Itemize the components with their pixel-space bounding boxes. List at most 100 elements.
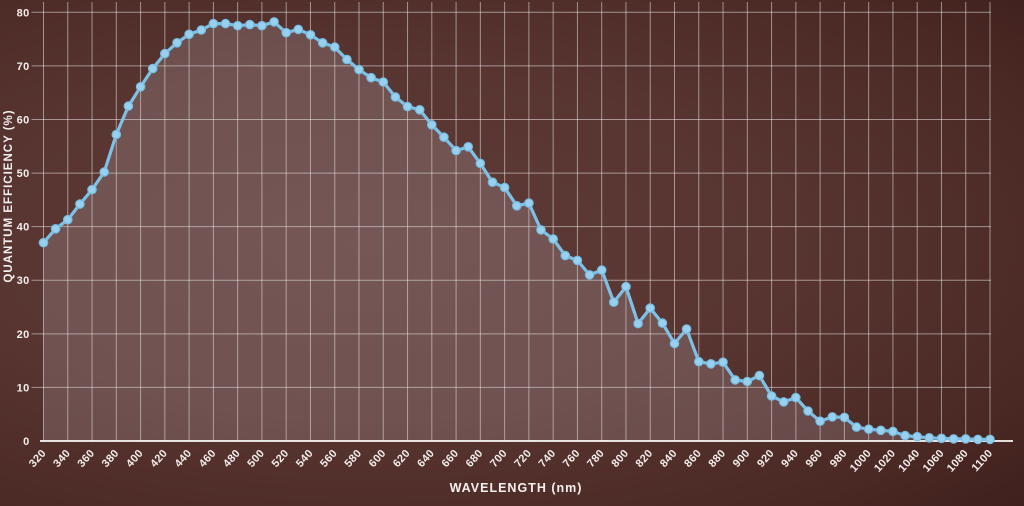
data-point <box>778 397 789 407</box>
x-tick-label: 720 <box>512 447 534 469</box>
data-point <box>718 357 728 367</box>
y-tick-label: 50 <box>17 168 30 180</box>
data-point <box>63 214 73 225</box>
x-tick-label: 780 <box>585 447 607 469</box>
data-point <box>960 434 971 444</box>
data-point <box>111 129 122 140</box>
x-tick-label: 400 <box>124 447 146 469</box>
x-tick-label: 440 <box>173 447 195 469</box>
x-tick-label: 1000 <box>848 447 874 474</box>
x-tick-label: 1020 <box>872 447 898 474</box>
data-point <box>584 270 595 280</box>
data-point <box>560 250 571 261</box>
data-point <box>924 432 935 443</box>
y-tick-label: 60 <box>17 114 30 126</box>
x-tick-label: 860 <box>682 447 704 469</box>
data-point <box>196 25 207 35</box>
x-tick-label: 820 <box>634 447 656 469</box>
x-tick-label: 980 <box>828 447 850 469</box>
data-point <box>572 255 583 266</box>
data-point <box>147 63 158 74</box>
x-tick-label: 1100 <box>970 447 996 474</box>
data-point <box>888 426 898 437</box>
data-point <box>160 48 170 59</box>
data-point <box>645 303 655 313</box>
x-tick-label: 380 <box>100 447 122 469</box>
data-point <box>390 92 401 102</box>
data-point <box>839 412 850 423</box>
data-point <box>378 77 389 87</box>
data-point <box>657 318 668 328</box>
data-point <box>172 37 182 48</box>
data-point <box>342 54 352 65</box>
data-point <box>693 356 704 367</box>
x-tick-label: 920 <box>755 447 777 469</box>
x-tick-label: 960 <box>804 447 826 469</box>
x-tick-label: 580 <box>342 447 364 469</box>
data-point <box>730 375 740 385</box>
x-tick-label: 660 <box>440 447 462 469</box>
data-point <box>50 224 61 234</box>
data-point <box>548 234 558 244</box>
data-point <box>596 265 607 275</box>
data-point <box>281 27 291 38</box>
x-tick-label: 700 <box>488 447 510 469</box>
data-point <box>669 338 680 349</box>
x-tick-label: 360 <box>75 447 97 469</box>
data-point <box>75 199 85 209</box>
data-point <box>451 145 461 156</box>
area-under-curve <box>43 21 990 442</box>
data-point <box>766 391 777 401</box>
data-point <box>414 105 425 115</box>
data-point <box>827 412 838 422</box>
x-tick-label: 460 <box>197 447 219 469</box>
data-point <box>875 425 886 436</box>
data-point <box>426 120 437 130</box>
data-point <box>366 72 376 83</box>
data-point <box>208 18 219 29</box>
x-tick-label: 540 <box>294 447 316 469</box>
data-point <box>948 434 959 444</box>
data-point <box>87 184 97 195</box>
x-axis-tick-labels: 320 340 360 380 400 420 440 460 480 500 520 540 560 5… <box>27 447 995 474</box>
x-tick-label: 560 <box>318 447 340 469</box>
data-point <box>293 24 304 35</box>
x-tick-label: 340 <box>51 447 73 469</box>
x-tick-label: 1060 <box>921 447 947 474</box>
data-point <box>354 64 364 75</box>
data-point <box>220 18 231 29</box>
data-point <box>463 142 473 152</box>
y-axis-title: QUANTUM EFFICIENCY (%) <box>3 109 15 282</box>
x-tick-label: 740 <box>537 447 559 469</box>
area-fill <box>43 21 990 442</box>
data-point <box>269 17 279 27</box>
y-tick-label: 10 <box>17 382 30 394</box>
x-tick-label: 600 <box>367 447 389 469</box>
data-point <box>257 20 267 31</box>
data-point <box>487 177 498 187</box>
data-point <box>742 376 753 387</box>
y-tick-label: 0 <box>23 436 29 448</box>
x-tick-label: 840 <box>658 447 680 469</box>
data-point <box>706 358 716 369</box>
x-tick-label: 640 <box>415 447 437 469</box>
x-tick-label: 520 <box>270 447 292 469</box>
data-point <box>608 297 619 307</box>
data-point <box>499 182 510 193</box>
data-point <box>851 422 862 432</box>
x-axis-title: WAVELENGTH (nm) <box>450 481 583 495</box>
data-point <box>754 370 765 381</box>
data-point <box>900 430 910 441</box>
data-point <box>38 237 49 248</box>
y-tick-label: 40 <box>17 222 30 234</box>
grid-vertical-lines <box>43 2 991 441</box>
data-point <box>439 132 449 142</box>
data-point <box>329 42 340 52</box>
data-point <box>633 318 643 329</box>
data-point <box>912 431 922 442</box>
x-tick-label: 500 <box>245 447 267 469</box>
data-point <box>232 20 243 31</box>
data-point <box>475 158 486 169</box>
